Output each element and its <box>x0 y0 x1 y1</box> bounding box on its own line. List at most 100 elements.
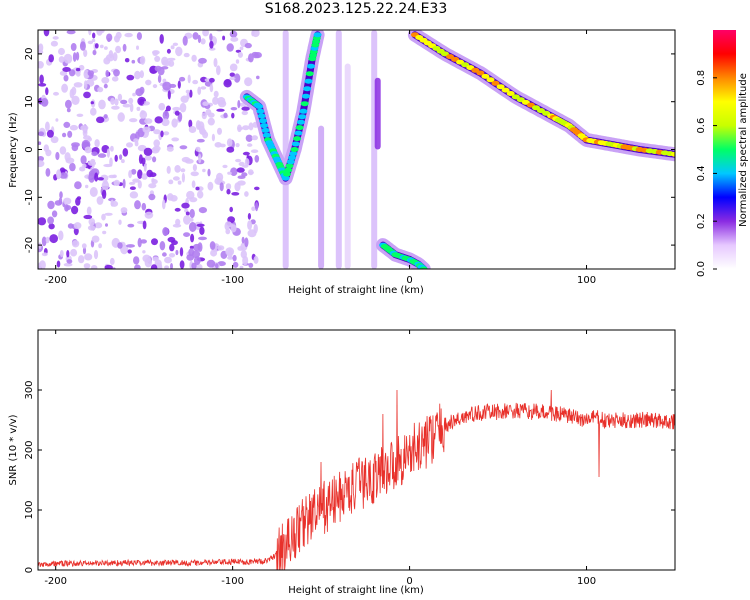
noise-blob <box>229 30 238 38</box>
noise-blob <box>197 86 202 96</box>
noise-blob <box>40 98 49 107</box>
noise-blob <box>59 172 68 179</box>
noise-blob <box>164 256 172 264</box>
noise-blob <box>230 36 239 42</box>
streak <box>344 63 351 269</box>
noise-blob <box>38 156 44 162</box>
noise-blob <box>191 250 201 259</box>
left-ridge-peak <box>293 136 302 142</box>
noise-blob <box>73 82 83 88</box>
noise-blob <box>182 35 188 46</box>
noise-blob <box>51 210 58 218</box>
noise-blob <box>142 250 146 254</box>
noise-blob <box>58 56 65 63</box>
noise-blob <box>119 154 123 160</box>
x-tick-label: -200 <box>44 576 67 587</box>
noise-blob <box>122 148 129 157</box>
y-tick-label: 20 <box>24 48 35 61</box>
noise-blob <box>87 70 95 77</box>
noise-blob <box>153 139 160 148</box>
left-ridge-peak <box>291 141 300 147</box>
noise-blob <box>45 121 50 132</box>
noise-blob <box>200 38 206 45</box>
noise-blob <box>117 93 123 102</box>
noise-blob <box>89 187 98 197</box>
snr-y-label: SNR (10 * v/v) <box>8 414 19 485</box>
noise-blob <box>83 214 93 220</box>
noise-blob <box>136 45 139 50</box>
noise-blob <box>198 57 207 64</box>
noise-blob <box>162 81 172 91</box>
noise-blob <box>168 60 175 67</box>
right-ridge-peak <box>491 80 500 86</box>
noise-blob <box>61 83 68 93</box>
noise-blob <box>91 265 98 269</box>
left-ridge-peak <box>300 101 309 107</box>
noise-blob <box>120 207 128 214</box>
noise-blob <box>104 46 108 50</box>
noise-blob <box>188 222 197 232</box>
noise-blob <box>226 138 233 147</box>
noise-blob <box>76 71 81 77</box>
noise-blob <box>207 181 214 191</box>
noise-blob <box>83 263 91 269</box>
noise-blob <box>152 50 158 56</box>
noise-blob <box>169 243 175 252</box>
noise-blob <box>189 197 198 203</box>
noise-blob <box>199 226 205 235</box>
noise-blob <box>114 35 120 43</box>
left-ridge-peak <box>307 63 315 69</box>
noise-blob <box>171 240 178 246</box>
noise-blob <box>74 181 82 190</box>
noise-blob <box>143 162 147 172</box>
right-ridge-peak <box>476 70 485 76</box>
x-tick-label: 0 <box>406 576 412 587</box>
noise-blob <box>180 168 186 173</box>
spectrogram-y-ticks: -20 -10 0 10 20 <box>24 48 675 253</box>
noise-blob <box>227 249 233 259</box>
noise-blob <box>191 54 197 62</box>
noise-blob <box>232 261 239 268</box>
noise-blob <box>175 249 179 256</box>
noise-blob <box>129 118 138 123</box>
noise-blob <box>39 74 44 84</box>
noise-blob <box>254 155 260 163</box>
noise-blob <box>102 230 107 235</box>
noise-blob <box>108 50 114 59</box>
noise-blob <box>66 30 76 35</box>
noise-blob <box>226 43 234 52</box>
noise-blob <box>45 236 50 244</box>
noise-blob <box>109 257 115 266</box>
noise-blob <box>212 96 219 105</box>
noise-blob <box>78 255 85 264</box>
noise-blob <box>90 101 95 105</box>
left-ridge-peak <box>304 78 313 84</box>
noise-blob <box>84 253 93 261</box>
noise-blob <box>59 70 68 76</box>
noise-blob <box>217 245 225 251</box>
noise-blob <box>66 259 73 264</box>
noise-blob <box>189 208 195 219</box>
noise-blob <box>154 55 161 63</box>
noise-blob <box>171 137 180 142</box>
noise-blob <box>154 116 163 124</box>
noise-blob <box>91 38 96 43</box>
noise-blob <box>134 70 141 80</box>
noise-blob <box>137 237 142 248</box>
noise-blob <box>181 172 185 183</box>
noise-blob <box>161 118 170 127</box>
noise-blob <box>253 255 259 264</box>
noise-blob <box>94 139 100 148</box>
left-ridge-peak <box>260 123 269 129</box>
noise-blob <box>230 167 238 176</box>
noise-blob <box>254 52 262 59</box>
noise-blob <box>250 149 259 153</box>
noise-blob <box>139 55 146 65</box>
noise-blob <box>226 146 235 153</box>
noise-blob <box>71 240 80 248</box>
noise-blob <box>103 83 108 89</box>
right-ridge-peak <box>506 91 515 96</box>
noise-blob <box>106 148 110 158</box>
noise-blob <box>130 168 137 175</box>
